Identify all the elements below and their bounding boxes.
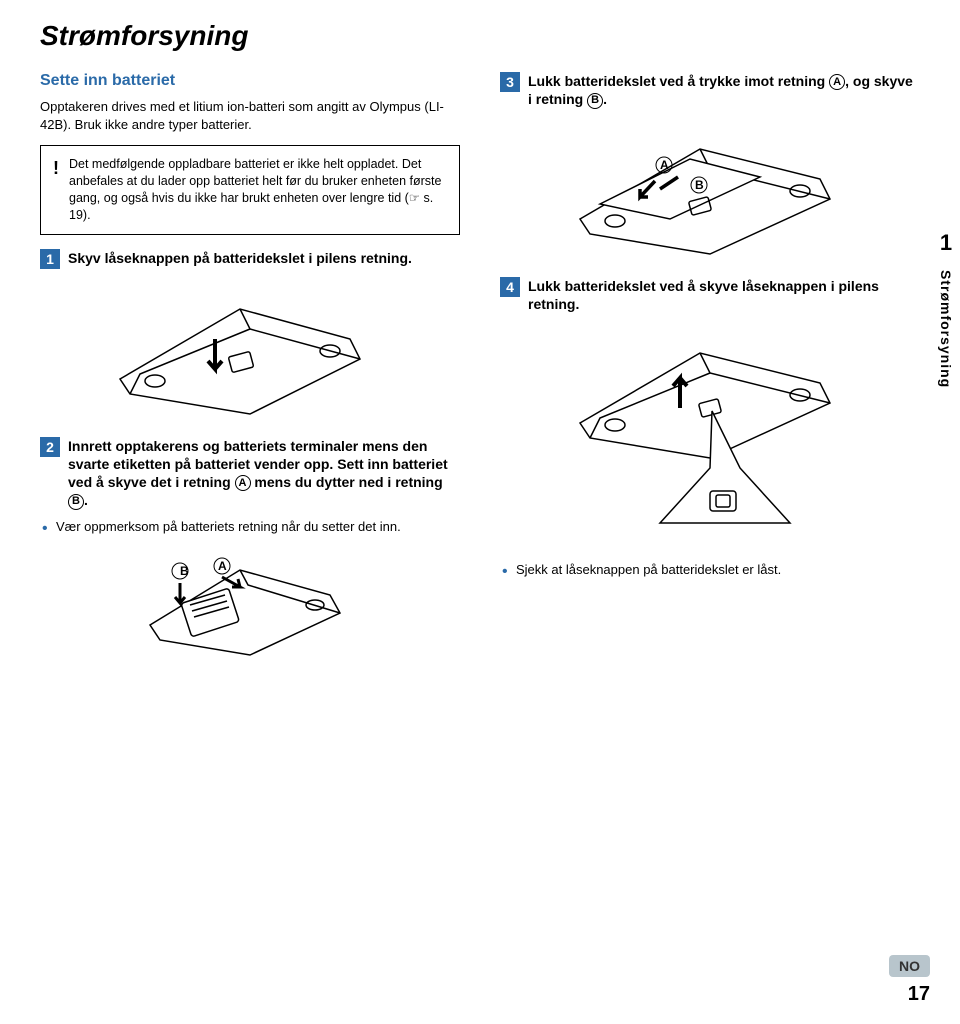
illustration-step2: B A	[40, 545, 460, 665]
section-subhead: Sette inn batteriet	[40, 72, 460, 90]
step-number-2: 2	[40, 437, 60, 457]
step-number-3: 3	[500, 72, 520, 92]
page-number: 17	[889, 983, 930, 1006]
chapter-number: 1	[940, 230, 952, 256]
intro-paragraph: Opptakeren drives med et litium ion-batt…	[40, 98, 460, 133]
side-chapter-tab: 1 Strømforsyning	[938, 230, 954, 388]
step-1-text: Skyv låseknappen på batteridekslet i pil…	[68, 249, 412, 269]
illustration-step1	[40, 279, 460, 419]
step-number-1: 1	[40, 249, 60, 269]
note-box: ! Det medfølgende oppladbare batteriet e…	[40, 145, 460, 235]
step-2: 2 Innrett opptakerens og batteriets term…	[40, 437, 460, 510]
step-3: 3 Lukk batteridekslet ved å trykke imot …	[500, 72, 920, 109]
step-1: 1 Skyv låseknappen på batteridekslet i p…	[40, 249, 460, 269]
svg-text:A: A	[218, 559, 227, 573]
letter-a-icon: A	[829, 74, 845, 90]
chapter-label: Strømforsyning	[938, 270, 954, 388]
step-2-text: Innrett opptakerens og batteriets termin…	[68, 437, 460, 510]
step-3-text: Lukk batteridekslet ved å trykke imot re…	[528, 72, 920, 109]
step-4: 4 Lukk batteridekslet ved å skyve låsekn…	[500, 277, 920, 313]
left-column: Sette inn batteriet Opptakeren drives me…	[40, 72, 460, 683]
warning-icon: !	[53, 156, 59, 224]
step-4-text: Lukk batteridekslet ved å skyve låseknap…	[528, 277, 920, 313]
svg-text:A: A	[660, 158, 669, 172]
note-text: Det medfølgende oppladbare batteriet er …	[69, 156, 447, 224]
letter-b-icon: B	[587, 93, 603, 109]
letter-a-icon: A	[235, 475, 251, 491]
illustration-step4	[500, 323, 920, 543]
svg-text:B: B	[695, 178, 704, 192]
illustration-step3: A B	[500, 119, 920, 259]
letter-b-icon: B	[68, 494, 84, 510]
step-number-4: 4	[500, 277, 520, 297]
step-2-bullet: Vær oppmerksom på batteriets retning når…	[40, 518, 460, 536]
page-title: Strømforsyning	[40, 20, 920, 52]
language-badge: NO	[889, 955, 930, 977]
right-column: 3 Lukk batteridekslet ved å trykke imot …	[500, 72, 920, 683]
step-4-bullet: Sjekk at låseknappen på batteridekslet e…	[500, 561, 920, 579]
page-footer: NO 17	[889, 955, 930, 1006]
